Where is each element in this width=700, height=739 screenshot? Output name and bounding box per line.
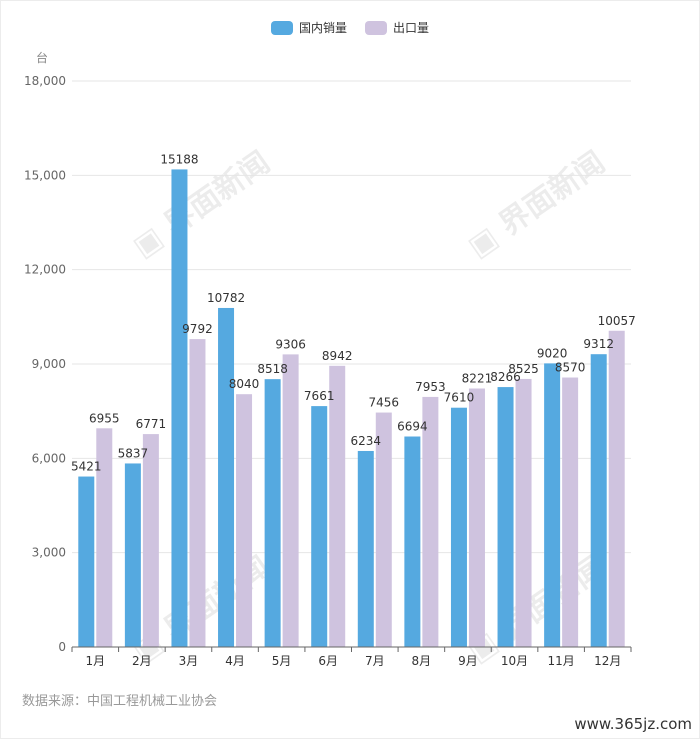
bar-export (329, 365, 346, 647)
data-label-domestic: 6694 (397, 420, 428, 434)
legend-item-domestic[interactable]: 国内销量 (270, 19, 347, 36)
x-tick-label: 9月 (458, 654, 478, 668)
bar-domestic (404, 436, 421, 647)
legend: 国内销量 出口量 (0, 19, 700, 36)
data-label-export: 9306 (275, 337, 306, 351)
bar-export (236, 394, 253, 647)
bar-domestic (311, 406, 328, 647)
data-label-export: 10057 (598, 314, 636, 328)
y-tick-label: 9,000 (32, 357, 66, 371)
data-label-domestic: 8266 (490, 370, 521, 384)
x-tick-label: 4月 (225, 654, 245, 668)
y-tick-label: 18,000 (24, 74, 66, 88)
x-tick-label: 10月 (501, 654, 528, 668)
x-tick-label: 7月 (365, 654, 385, 668)
bar-export (422, 396, 439, 647)
y-axis-ticks: 0 3,000 6,000 9,000 12,000 15,000 18,000 (24, 74, 66, 654)
data-label-export: 8942 (322, 349, 353, 363)
y-tick-label: 3,000 (32, 546, 66, 560)
legend-swatch-domestic (270, 20, 293, 35)
bar-export (608, 330, 625, 647)
x-tick-label: 2月 (132, 654, 152, 668)
y-tick-label: 0 (58, 640, 66, 654)
data-label-domestic: 8518 (257, 362, 288, 376)
data-label-export: 7953 (415, 380, 446, 394)
bar-domestic (264, 379, 281, 647)
x-tick-label: 11月 (547, 654, 574, 668)
x-tick-label: 6月 (318, 654, 338, 668)
data-label-domestic: 6234 (351, 434, 382, 448)
bar-domestic (124, 463, 141, 647)
bar-export (468, 388, 485, 647)
data-label-export: 6955 (89, 411, 120, 425)
bar-domestic (544, 363, 561, 647)
y-tick-label: 6,000 (32, 451, 66, 465)
bar-domestic (497, 387, 514, 647)
legend-item-export[interactable]: 出口量 (365, 19, 429, 36)
bar-export (142, 434, 159, 647)
data-label-domestic: 9020 (537, 346, 568, 360)
y-tick-label: 15,000 (24, 168, 66, 182)
bar-domestic (450, 407, 467, 647)
data-label-export: 9792 (182, 322, 213, 336)
data-label-export: 7456 (369, 396, 400, 410)
data-label-domestic: 5421 (71, 460, 102, 474)
data-label-domestic: 7661 (304, 389, 335, 403)
source-note: 数据来源：中国工程机械工业协会 (22, 694, 218, 709)
x-tick-label: 1月 (85, 654, 105, 668)
bar-export (515, 378, 532, 647)
bar-domestic (78, 476, 95, 647)
data-label-export: 6771 (136, 417, 167, 431)
bar-export (375, 412, 392, 647)
data-label-domestic: 10782 (207, 291, 245, 305)
legend-label-domestic: 国内销量 (298, 21, 347, 35)
x-tick-label: 8月 (412, 654, 432, 668)
bar-export (189, 339, 206, 647)
y-axis-unit: 台 (36, 50, 48, 65)
legend-label-export: 出口量 (393, 21, 430, 35)
data-label-domestic: 9312 (583, 337, 614, 351)
data-label-domestic: 5837 (118, 446, 149, 460)
bar-domestic (218, 307, 235, 647)
bar-export (562, 377, 579, 647)
x-axis-ticks: 1月 2月 3月 4月 5月 6月 7月 8月 9月 10月 11月 12月 (71, 647, 632, 668)
data-label-export: 8570 (555, 361, 586, 375)
site-watermark: www.365jz.com (574, 715, 692, 733)
bars (78, 169, 625, 647)
y-tick-label: 12,000 (24, 263, 66, 277)
grid-lines (72, 80, 631, 554)
bar-export (96, 428, 113, 647)
legend-swatch-export (365, 20, 387, 35)
x-tick-label: 12月 (594, 654, 621, 668)
data-label-domestic: 7610 (444, 391, 475, 405)
data-label-export: 8221 (462, 371, 493, 385)
bar-domestic (171, 169, 188, 647)
x-tick-label: 5月 (272, 654, 292, 668)
data-label-export: 8040 (229, 377, 260, 391)
bar-chart: 台 0 3,000 6,000 9,000 12,000 15,000 18,000 542… (24, 50, 636, 668)
bar-export (282, 354, 299, 647)
data-label-export: 8525 (508, 362, 539, 376)
bar-domestic (357, 450, 374, 647)
bar-domestic (590, 354, 607, 647)
data-label-domestic: 15188 (160, 152, 198, 166)
x-tick-label: 3月 (179, 654, 199, 668)
